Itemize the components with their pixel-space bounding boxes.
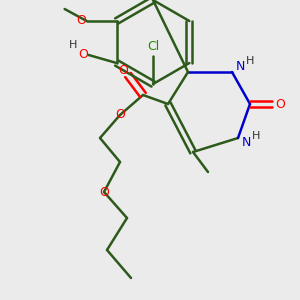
Text: H: H [252,131,260,141]
Text: O: O [99,185,109,199]
Text: O: O [79,49,88,62]
Text: N: N [241,136,251,148]
Text: H: H [246,56,254,66]
Text: H: H [68,40,77,50]
Text: O: O [77,14,87,28]
Text: Cl: Cl [147,40,159,53]
Text: O: O [115,109,125,122]
Text: O: O [118,64,128,76]
Text: O: O [275,98,285,110]
Text: N: N [235,61,245,74]
